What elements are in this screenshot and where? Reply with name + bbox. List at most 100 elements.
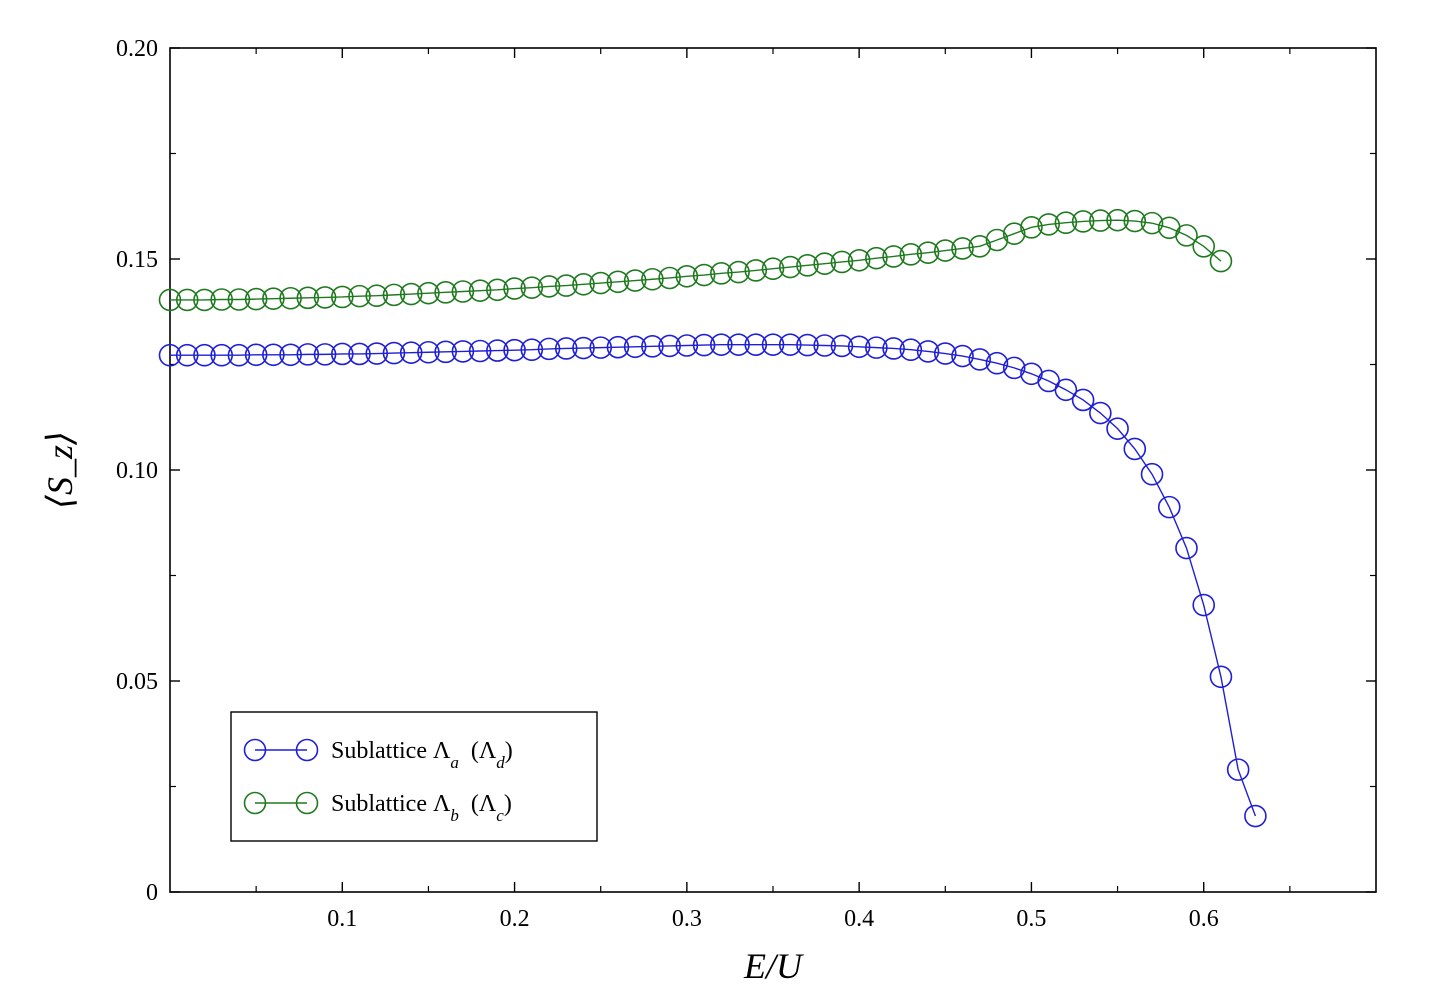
data-point <box>296 286 320 310</box>
data-point <box>847 335 871 359</box>
data-point <box>1244 804 1267 828</box>
x-tick-label: 0.6 <box>1189 906 1219 932</box>
data-point <box>916 241 940 264</box>
x-tick-label: 0.5 <box>1016 906 1046 932</box>
data-point <box>1226 758 1250 781</box>
data-point <box>623 335 647 359</box>
data-point <box>1157 495 1181 519</box>
series-2 <box>158 208 1233 312</box>
data-point <box>262 287 285 310</box>
data-point <box>158 288 182 312</box>
data-point <box>417 340 440 364</box>
data-point <box>193 343 216 367</box>
series-layer <box>158 208 1267 828</box>
data-point <box>623 269 647 292</box>
data-point <box>1002 356 1026 380</box>
data-point <box>572 336 595 360</box>
data-point <box>882 337 905 360</box>
data-point <box>1192 593 1216 617</box>
data-point <box>1002 222 1026 245</box>
legend-marker <box>295 791 319 815</box>
legend: Sublattice Λa (Λd) Sublattice Λb (Λc) <box>230 711 598 842</box>
series-line <box>170 219 1222 301</box>
data-point <box>1192 235 1216 258</box>
data-point <box>244 287 268 311</box>
data-point <box>227 288 251 311</box>
data-point <box>1209 249 1233 273</box>
data-point <box>434 340 457 364</box>
data-point <box>761 257 785 281</box>
y-tick-label: 0.15 <box>116 247 158 273</box>
data-point <box>348 284 371 308</box>
data-point <box>882 245 905 268</box>
data-point <box>865 336 888 359</box>
data-point <box>468 339 492 363</box>
data-point <box>606 335 630 359</box>
x-tick-label: 0.1 <box>327 906 357 932</box>
legend-item-2: Sublattice Λb (Λc) <box>243 791 512 825</box>
data-point <box>641 335 664 358</box>
data-point <box>778 333 802 356</box>
data-point <box>382 283 406 307</box>
data-point <box>710 262 733 285</box>
data-point <box>761 333 785 356</box>
data-point <box>744 259 768 282</box>
data-point <box>813 252 836 275</box>
data-point <box>951 344 974 368</box>
data-point <box>503 277 526 300</box>
series-1 <box>158 333 1267 828</box>
data-point <box>520 338 544 362</box>
data-point <box>572 273 595 296</box>
data-point <box>365 342 389 365</box>
data-point <box>1089 209 1112 232</box>
data-point <box>554 274 578 297</box>
data-point <box>451 280 475 303</box>
x-axis-label: E/U <box>743 946 804 986</box>
x-axis-ticks: 0.1 0.2 0.3 0.4 0.5 0.6 <box>255 48 1291 932</box>
data-point <box>606 270 630 294</box>
data-point <box>933 239 957 262</box>
data-point <box>1106 208 1129 232</box>
data-point <box>933 342 957 365</box>
x-tick-label: 0.4 <box>844 906 874 932</box>
data-point <box>778 255 802 279</box>
data-point <box>985 351 1009 375</box>
data-point <box>382 341 406 365</box>
data-point <box>710 333 733 356</box>
data-point <box>1089 401 1112 425</box>
data-point <box>675 265 699 288</box>
data-point <box>330 342 354 366</box>
data-point <box>951 237 974 260</box>
data-point <box>1175 224 1198 247</box>
data-point <box>486 278 509 302</box>
data-point <box>399 341 423 364</box>
data-point <box>1175 536 1198 560</box>
data-point <box>865 246 888 270</box>
y-axis-ticks: 0 0.05 0.10 0.15 0.20 <box>116 36 1376 906</box>
data-point <box>554 337 578 360</box>
data-point <box>468 279 492 302</box>
legend-label: Sublattice Λb (Λc) <box>331 791 512 825</box>
data-point <box>1054 211 1078 235</box>
data-point <box>641 267 664 291</box>
data-point <box>296 343 320 366</box>
data-point <box>727 260 750 284</box>
data-point <box>692 263 716 287</box>
data-point <box>210 288 233 311</box>
data-point <box>417 281 440 305</box>
data-point <box>1071 388 1095 412</box>
data-point <box>1123 437 1147 461</box>
data-point <box>244 343 268 367</box>
data-point <box>158 343 182 367</box>
data-point <box>279 343 302 367</box>
data-point <box>399 282 423 306</box>
data-point <box>1020 216 1043 239</box>
data-point <box>313 343 337 366</box>
data-point <box>279 286 302 310</box>
legend-marker <box>243 738 267 762</box>
data-point <box>1054 378 1078 402</box>
data-point <box>1037 213 1060 236</box>
data-point <box>486 339 509 362</box>
y-axis-label: ⟨S_z⟩ <box>40 431 80 509</box>
